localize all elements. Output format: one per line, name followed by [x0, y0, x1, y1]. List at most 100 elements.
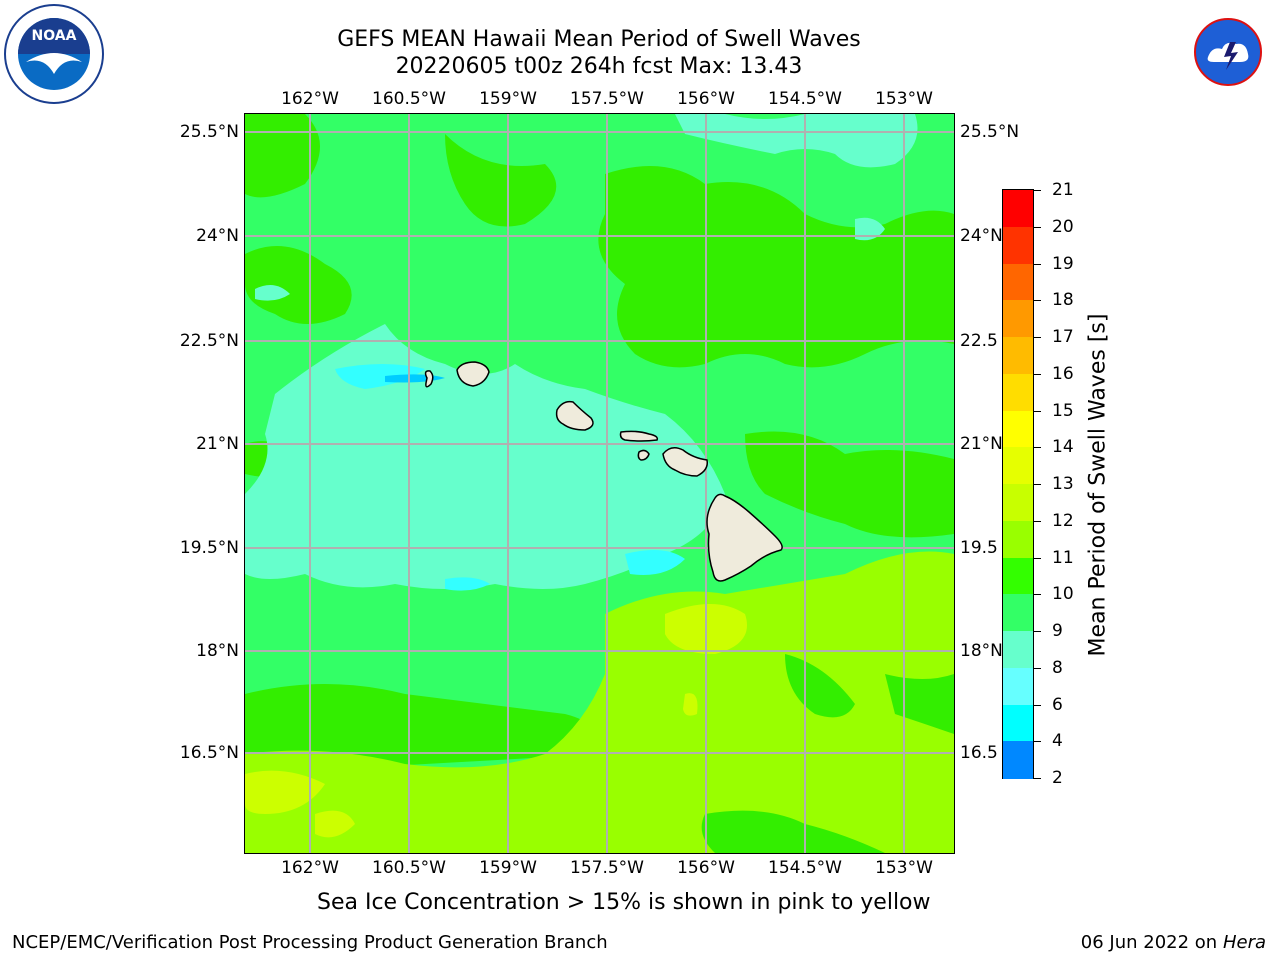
lat-label-left: 16.5°N [179, 743, 239, 763]
colorbar-tick-mark [1034, 447, 1041, 449]
lon-label-top: 159°W [479, 89, 537, 109]
swell-field-band [255, 285, 290, 301]
colorbar-segment [1003, 741, 1033, 779]
colorbar-tick-mark [1034, 778, 1041, 779]
colorbar-tick-mark [1034, 704, 1041, 706]
island-lanai [637, 449, 650, 461]
colorbar-segment [1003, 594, 1033, 632]
colorbar-tick-mark [1034, 520, 1041, 522]
swell-field-band [315, 810, 355, 838]
swell-field-band [701, 810, 885, 853]
colorbar-segment [1003, 226, 1033, 264]
lon-label-top: 154.5°W [768, 89, 842, 109]
colorbar-tick-mark [1034, 337, 1041, 338]
colorbar-segment [1003, 337, 1033, 375]
colorbar-ticks: 21 20 19 18 17 16 15 14 13 12 11 10 9 8 6 4 2 [1034, 180, 1074, 788]
colorbar-segment [1003, 484, 1033, 522]
colorbar-segment [1003, 410, 1033, 448]
colorbar-segment [1003, 300, 1033, 338]
lon-label-bottom: 159°W [479, 858, 537, 878]
swell-field-band [445, 134, 557, 227]
chart-title: GEFS MEAN Hawaii Mean Period of Swell Wa… [337, 27, 861, 52]
lon-label-top: 162°W [281, 89, 339, 109]
colorbar-tick-label: 16 [1052, 363, 1074, 384]
swell-field-band [245, 770, 325, 814]
footer-left: NCEP/EMC/Verification Post Processing Pr… [12, 932, 608, 953]
colorbar-tick-mark [1034, 667, 1041, 669]
colorbar-tick-label: 20 [1052, 216, 1074, 237]
colorbar-tick-label: 15 [1052, 400, 1074, 421]
island-molokai [619, 430, 659, 442]
swell-period-map [245, 114, 954, 853]
lat-label-right: 24°N [960, 226, 1003, 246]
lat-label-left: 18°N [196, 641, 239, 661]
lon-label-top: 156°W [677, 89, 735, 109]
swell-field-band [245, 684, 605, 774]
colorbar-tick-label: 14 [1052, 437, 1074, 458]
colorbar-segment [1003, 190, 1033, 228]
colorbar-segment [1003, 557, 1033, 595]
map-border [244, 113, 955, 854]
lon-label-top: 160.5°W [372, 89, 446, 109]
swell-field-band [245, 324, 725, 589]
colorbar-tick-label: 11 [1052, 547, 1074, 568]
colorbar-segment [1003, 447, 1033, 485]
colorbar-tick-label: 12 [1052, 510, 1074, 531]
footer-host: Hera [1222, 932, 1266, 953]
lon-label-bottom: 160.5°W [372, 858, 446, 878]
lat-label-right: 25.5°N [960, 122, 1020, 142]
graticule [245, 114, 954, 853]
swell-field-band [245, 246, 352, 324]
colorbar-tick-label: 9 [1052, 621, 1063, 641]
nws-logo [1178, 2, 1278, 102]
swell-field-band [745, 431, 954, 538]
colorbar-tick-label: 17 [1052, 327, 1074, 347]
footer-date: 06 Jun 2022 on [1080, 932, 1218, 953]
lat-label-right: 19.5 [960, 538, 998, 558]
lon-label-bottom: 153°W [875, 858, 933, 878]
hawaiian-islands [424, 361, 783, 582]
colorbar-title: Mean Period of Swell Waves [s] [1085, 313, 1111, 657]
lat-label-left: 24°N [196, 226, 239, 246]
colorbar-tick-label: 13 [1052, 474, 1074, 494]
lat-label-left: 25.5°N [179, 122, 239, 142]
lat-label-right: 16.5 [960, 743, 998, 763]
colorbar-tick-mark [1034, 226, 1041, 228]
island-niihau [424, 370, 434, 388]
colorbar-tick-label: 2 [1052, 768, 1063, 788]
colorbar-segment [1003, 373, 1033, 411]
colorbar-tick-label: 21 [1052, 180, 1074, 200]
colorbar-tick-mark [1034, 631, 1041, 632]
lon-label-top: 153°W [875, 89, 933, 109]
lat-label-right: 22.5 [960, 331, 998, 351]
swell-field-band [598, 166, 954, 368]
lon-label-bottom: 157.5°W [570, 858, 644, 878]
swell-field-band [335, 364, 425, 389]
swell-field-band [675, 114, 918, 168]
lon-label-bottom: 154.5°W [768, 858, 842, 878]
swell-field-band [625, 550, 685, 575]
lon-label-bottom: 162°W [281, 858, 339, 878]
lat-label-right: 21°N [960, 434, 1003, 454]
island-hawaii [706, 493, 783, 582]
lat-label-right: 18°N [960, 641, 1003, 661]
colorbar-tick-mark [1034, 410, 1041, 412]
colorbar-segment [1003, 520, 1033, 558]
swell-field-band [245, 551, 954, 853]
lon-label-bottom: 156°W [677, 858, 735, 878]
colorbar-tick-mark [1034, 741, 1041, 743]
colorbar-tick-mark [1034, 557, 1041, 559]
colorbar-tick-label: 18 [1052, 290, 1074, 311]
colorbar-segment [1003, 667, 1033, 705]
lat-label-left: 22.5°N [179, 331, 239, 351]
chart-subtitle: 20220605 t00z 264h fcst Max: 13.43 [395, 54, 803, 79]
colorbar-tick-mark [1034, 263, 1041, 265]
swell-field-band [445, 577, 490, 591]
colorbar-tick-mark [1034, 300, 1041, 302]
colorbar-tick-label: 4 [1052, 731, 1063, 752]
sea-ice-caption: Sea Ice Concentration > 15% is shown in … [317, 890, 931, 915]
footer-right: 06 Jun 2022 on Hera [1081, 932, 1266, 953]
island-maui [662, 447, 709, 477]
colorbar-tick-mark [1034, 373, 1041, 375]
swell-field-band [245, 114, 320, 198]
